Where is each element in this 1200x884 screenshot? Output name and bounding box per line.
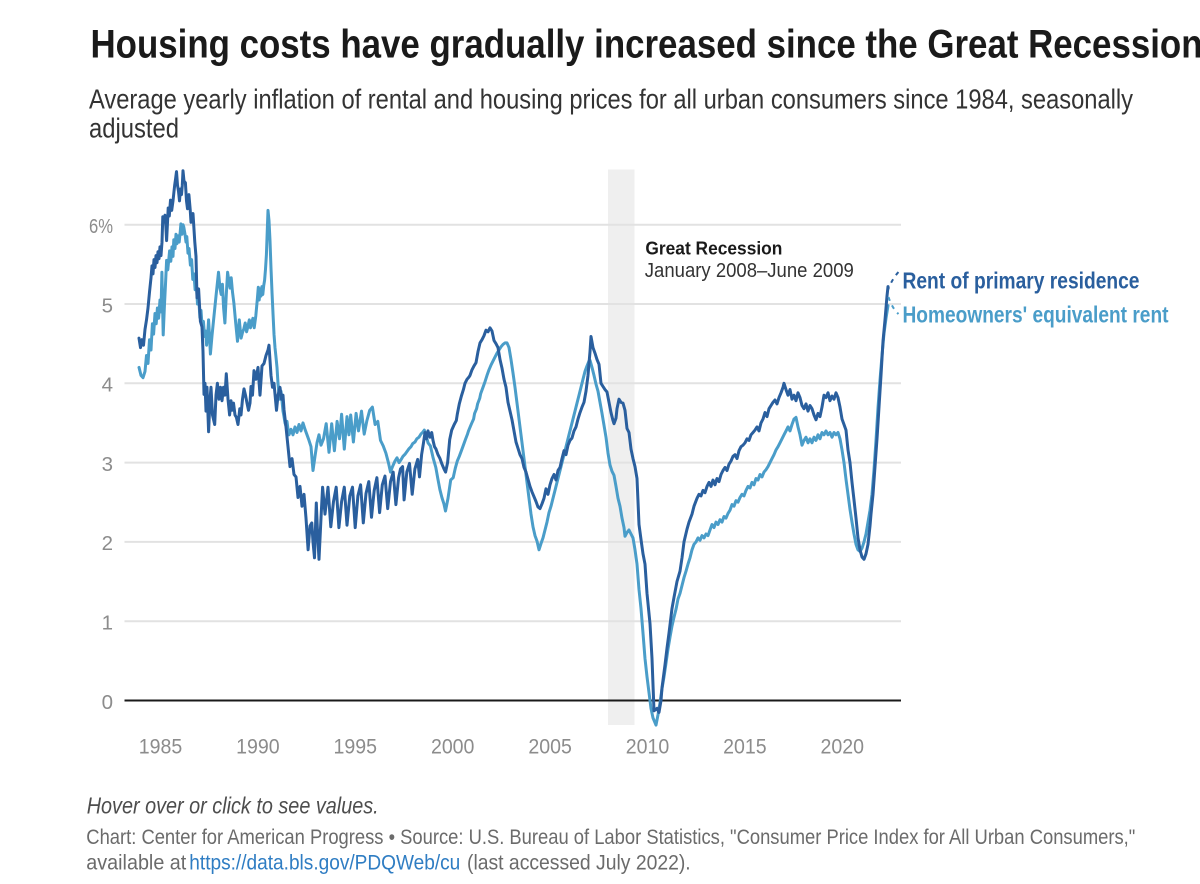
svg-text:3: 3 (102, 453, 113, 476)
svg-text:2015: 2015 (723, 736, 767, 759)
svg-text:2010: 2010 (626, 736, 670, 759)
svg-text:January 2008–June 2009: January 2008–June 2009 (645, 260, 854, 282)
svg-text:adjusted: adjusted (89, 112, 179, 143)
svg-text:Great Recession: Great Recession (645, 237, 782, 258)
svg-text:6%: 6% (89, 215, 113, 238)
svg-text:Homeowners' equivalent rent: Homeowners' equivalent rent (903, 301, 1169, 327)
svg-text:1995: 1995 (334, 736, 378, 759)
svg-text:1990: 1990 (236, 736, 280, 759)
svg-text:1: 1 (102, 612, 113, 635)
svg-text:2020: 2020 (821, 736, 865, 759)
svg-text:Chart: Center for American Pro: Chart: Center for American Progress • So… (86, 826, 1135, 849)
svg-text:2: 2 (102, 532, 113, 555)
svg-text:5: 5 (102, 294, 113, 317)
svg-text:Average yearly inflation of re: Average yearly inflation of rental and h… (89, 84, 1133, 115)
svg-text:Hover over or click to see val: Hover over or click to see values. (87, 793, 379, 819)
svg-text:https://data.bls.gov/PDQWeb/cu: https://data.bls.gov/PDQWeb/cu (189, 851, 460, 874)
svg-text:2000: 2000 (431, 736, 475, 759)
svg-text:(last accessed July 2022).: (last accessed July 2022). (467, 851, 691, 874)
svg-text:Rent of primary residence: Rent of primary residence (903, 268, 1140, 294)
svg-text:available at: available at (86, 851, 186, 874)
svg-text:4: 4 (102, 374, 113, 397)
svg-text:0: 0 (102, 691, 113, 714)
svg-text:Housing costs have gradually i: Housing costs have gradually increased s… (91, 23, 1200, 67)
svg-text:2005: 2005 (528, 736, 572, 759)
svg-text:1985: 1985 (139, 736, 183, 759)
